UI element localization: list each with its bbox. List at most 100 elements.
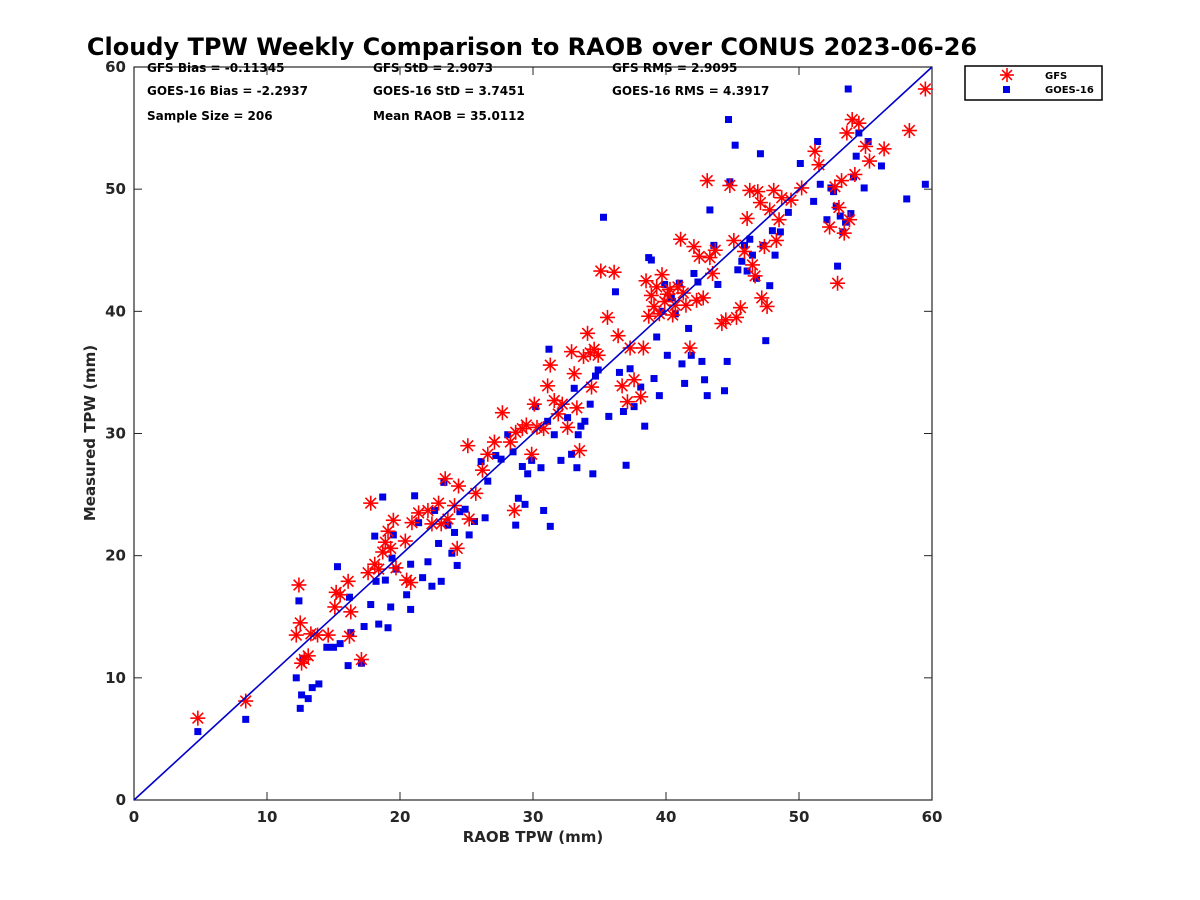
stat-mean-raob: Mean RAOB = 35.0112	[373, 109, 525, 123]
gfs-point	[682, 340, 698, 356]
goes-16-point	[336, 640, 344, 648]
goes-16-point	[599, 213, 607, 221]
gfs-point	[506, 502, 522, 518]
goes-16-point	[308, 684, 316, 692]
goes-16-point	[681, 379, 689, 387]
goes-16-point	[768, 227, 776, 235]
gfs-point	[540, 378, 556, 394]
goes-16-point	[756, 150, 764, 158]
goes-16-point	[864, 138, 872, 146]
goes-16-point	[403, 591, 411, 599]
goes-16-point	[512, 521, 520, 529]
goes-16-point	[650, 375, 658, 383]
gfs-point	[480, 446, 496, 462]
gfs-point	[718, 312, 734, 328]
one-to-one-reference-line	[133, 66, 933, 801]
goes-16-point	[375, 620, 383, 628]
gfs-point	[901, 123, 917, 139]
goes-16-point	[626, 365, 634, 373]
goes-16-point	[663, 351, 671, 359]
gfs-point	[742, 182, 758, 198]
goes-16-point	[577, 422, 585, 430]
goes-16-point	[581, 417, 589, 425]
goes-16-point	[748, 251, 756, 259]
goes-16-point	[537, 464, 545, 472]
gfs-point	[675, 285, 691, 301]
goes-16-point	[844, 85, 852, 93]
gfs-point	[635, 340, 651, 356]
gfs-point	[699, 173, 715, 189]
x-tick-label: 50	[789, 808, 810, 826]
gfs-point	[474, 462, 490, 478]
goes-16-point	[451, 528, 459, 536]
gfs-point	[842, 212, 858, 228]
stat-sample-size: Sample Size = 206	[147, 109, 273, 123]
y-tick-label: 20	[105, 547, 126, 565]
gfs-point	[424, 516, 440, 532]
gfs-point	[494, 405, 510, 421]
gfs-point	[626, 372, 642, 388]
legend: GFS GOES-16	[964, 65, 1103, 101]
goes-16-point	[723, 357, 731, 365]
goes-16-point	[823, 216, 831, 224]
goes-16-point	[372, 577, 380, 585]
gfs-point	[759, 298, 775, 314]
goes-16-point	[653, 333, 661, 341]
goes-16-point	[877, 162, 885, 170]
goes-16-point	[296, 704, 304, 712]
goes-16-point	[477, 458, 485, 466]
gfs-point	[343, 604, 359, 620]
stat-goes-bias: GOES-16 Bias = -2.2937	[147, 84, 308, 98]
goes-16-point	[557, 456, 565, 464]
gfs-point	[332, 587, 348, 603]
goes-16-point	[611, 288, 619, 296]
gfs-point	[341, 628, 357, 644]
goes-16-point	[292, 674, 300, 682]
goes-16-point	[540, 506, 548, 514]
goes-16-point	[622, 461, 630, 469]
goes-16-point	[315, 680, 323, 688]
goes-16-point	[437, 577, 445, 585]
gfs-point	[502, 434, 518, 450]
gfs-point	[518, 417, 534, 433]
goes-16-point	[589, 470, 597, 478]
gfs-point	[238, 693, 254, 709]
goes-16-point	[407, 605, 415, 613]
stats-annotations: GFS Bias = -0.11345 GFS StD = 2.9073 GFS…	[147, 61, 769, 123]
goes-16-point	[545, 345, 553, 353]
y-axis-label: Measured TPW (mm)	[81, 345, 99, 521]
goes-16-point	[347, 629, 355, 637]
goes-16-point	[746, 235, 754, 243]
gfs-point	[360, 565, 376, 581]
gfs-point	[750, 184, 766, 200]
gfs-point	[353, 652, 369, 668]
stat-goes-std: GOES-16 StD = 3.7451	[373, 84, 525, 98]
gfs-point	[707, 242, 723, 258]
gfs-point	[397, 533, 413, 549]
gfs-point	[830, 275, 846, 291]
goes-16-point	[647, 256, 655, 264]
gfs-point	[586, 341, 602, 357]
x-tick-label: 40	[656, 808, 677, 826]
gfs-point	[291, 577, 307, 593]
data-series	[190, 81, 933, 736]
goes-16-point	[615, 368, 623, 376]
goes-16-point	[568, 450, 576, 458]
gfs-point	[807, 143, 823, 159]
goes-16-point	[832, 202, 840, 210]
gfs-point	[468, 485, 484, 501]
gfs-point	[834, 173, 850, 189]
goes-16-point	[784, 208, 792, 216]
stat-gfs-bias: GFS Bias = -0.11345	[147, 61, 284, 75]
goes-16-point	[367, 601, 375, 609]
gfs-point	[431, 495, 447, 511]
gfs-point	[380, 523, 396, 539]
gfs-point	[383, 540, 399, 556]
goes-16-point	[242, 715, 250, 723]
goes-16-point	[345, 593, 353, 601]
goes-16-point	[710, 241, 718, 249]
gfs-point	[736, 243, 752, 259]
legend-marker-goes-16	[1003, 86, 1010, 93]
gfs-point	[363, 495, 379, 511]
gfs-point	[836, 225, 852, 241]
